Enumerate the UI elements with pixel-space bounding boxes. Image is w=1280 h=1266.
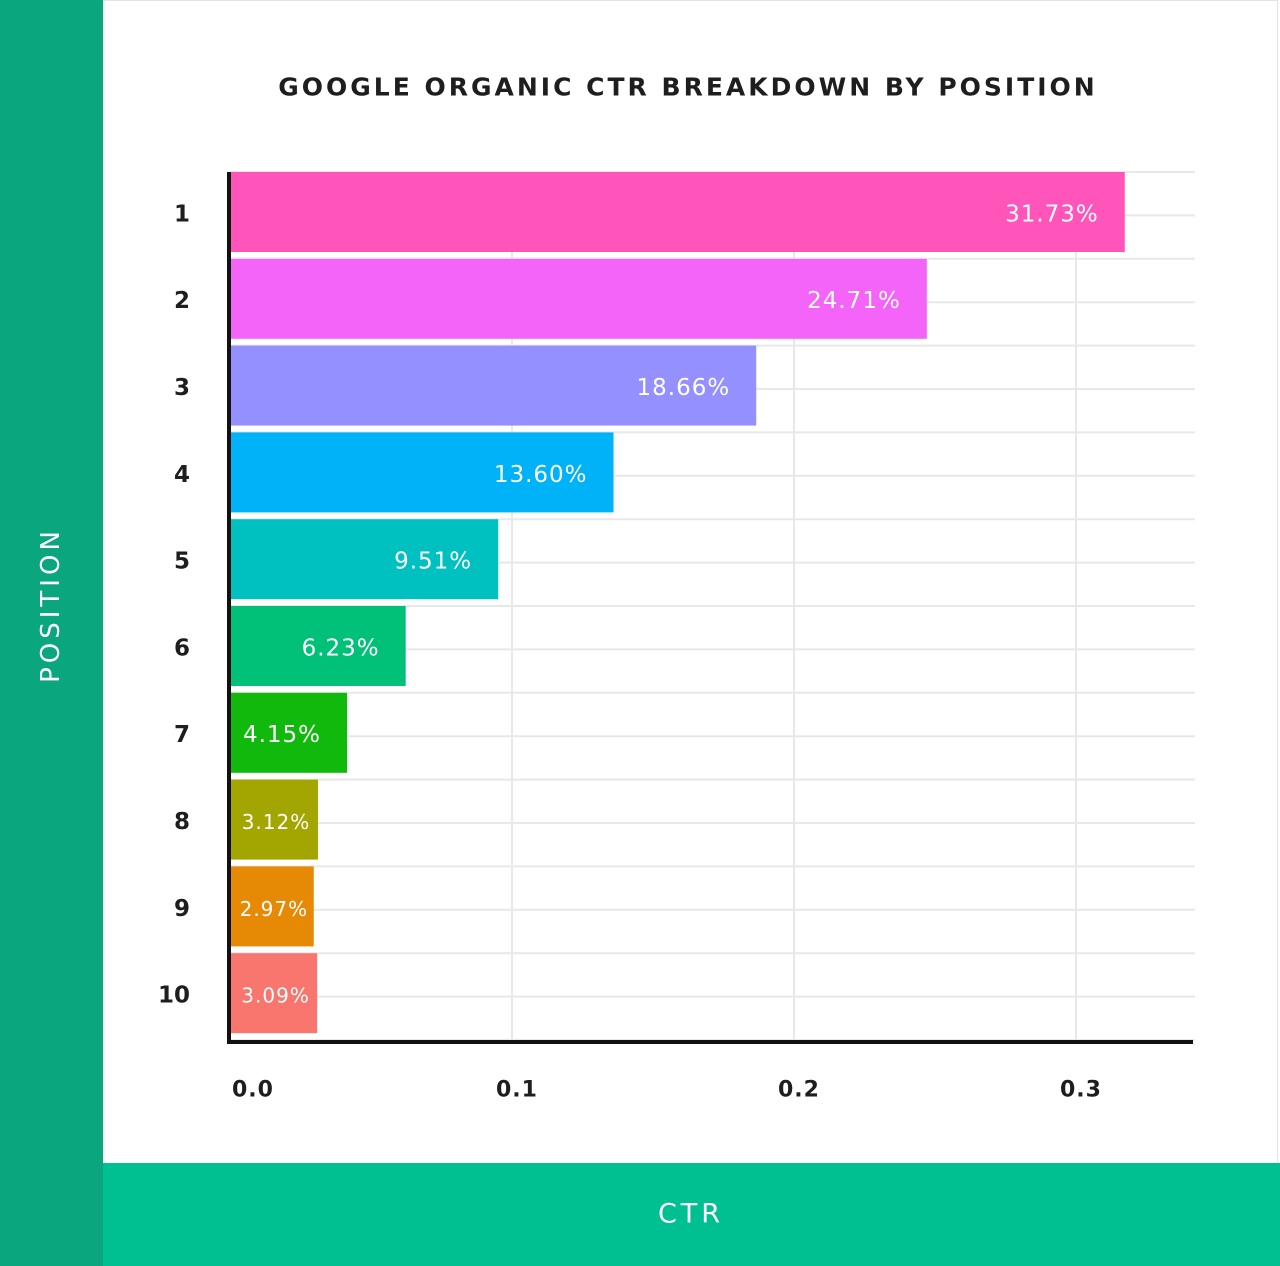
bar-value-label: 2.97% xyxy=(240,897,309,921)
x-axis-band xyxy=(103,1163,1280,1266)
bar-position-2 xyxy=(230,258,927,339)
bar-position-9 xyxy=(230,866,314,947)
y-tick-label: 9 xyxy=(174,896,190,922)
x-tick-label: 0.3 xyxy=(1060,1078,1102,1103)
x-tick-label: 0.0 xyxy=(232,1078,274,1103)
bar-value-label: 24.71% xyxy=(807,288,901,314)
y-tick-label: 3 xyxy=(174,375,190,401)
bar-value-label: 9.51% xyxy=(394,549,472,575)
y-tick-label: 5 xyxy=(174,549,190,575)
y-tick-label: 4 xyxy=(174,462,190,488)
bar-position-10 xyxy=(230,953,318,1034)
y-tick-label: 7 xyxy=(174,722,190,748)
chart-title: GOOGLE ORGANIC CTR BREAKDOWN BY POSITION xyxy=(278,72,1098,102)
y-tick-label: 1 xyxy=(174,201,190,227)
bar-position-1 xyxy=(230,172,1125,252)
bar-value-label: 3.09% xyxy=(241,984,310,1008)
x-tick-label: 0.1 xyxy=(496,1078,538,1103)
x-axis-label: CTR xyxy=(657,1198,725,1230)
bar-value-label: 18.66% xyxy=(637,375,731,401)
y-axis-band xyxy=(0,0,103,1266)
y-tick-label: 10 xyxy=(158,983,190,1009)
y-tick-label: 2 xyxy=(174,288,190,314)
bar-value-label: 31.73% xyxy=(1005,201,1099,227)
y-tick-label: 6 xyxy=(174,635,190,661)
bar-position-3 xyxy=(230,345,757,426)
bar-value-label: 13.60% xyxy=(494,462,588,488)
bar-position-7 xyxy=(230,692,348,773)
bar-value-label: 6.23% xyxy=(302,635,380,661)
bar-value-label: 4.15% xyxy=(243,722,321,748)
bar-position-4 xyxy=(230,432,614,513)
bar-position-6 xyxy=(230,606,406,686)
bar-position-8 xyxy=(230,779,318,860)
bar-position-5 xyxy=(230,519,499,600)
y-tick-label: 8 xyxy=(174,809,190,835)
bar-value-label: 3.12% xyxy=(242,810,311,834)
x-tick-label: 0.2 xyxy=(778,1078,820,1103)
